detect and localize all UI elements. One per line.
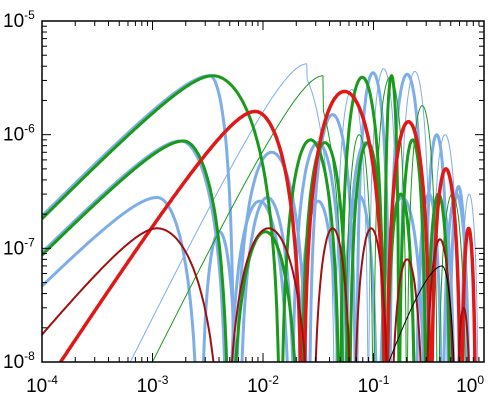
y-tick-label: 10-7 [3,235,35,259]
y-tick-label: 10-6 [3,122,35,146]
x-tick-label: 100 [456,373,484,397]
ticks-layer [41,21,484,363]
series-line-8 [58,89,477,362]
series-line-9 [42,227,470,362]
x-tick-label: 10-2 [247,373,279,397]
series-line-4 [129,63,479,362]
series-layer [42,63,479,362]
series-line-7 [151,75,466,362]
x-tick-label: 10-3 [137,373,169,397]
series-line-10 [388,265,455,362]
series-line-6 [42,139,416,362]
y-tick-label: 10-8 [3,349,35,373]
x-tick-label: 10-4 [26,373,58,397]
tick-labels-layer: 10-4 10-3 10-2 10-1 100 10-8 10-7 10-6 10-5 [3,8,484,397]
series-line-5 [42,74,451,362]
y-tick-label: 10-5 [3,8,35,32]
x-tick-label: 10-1 [358,373,390,397]
